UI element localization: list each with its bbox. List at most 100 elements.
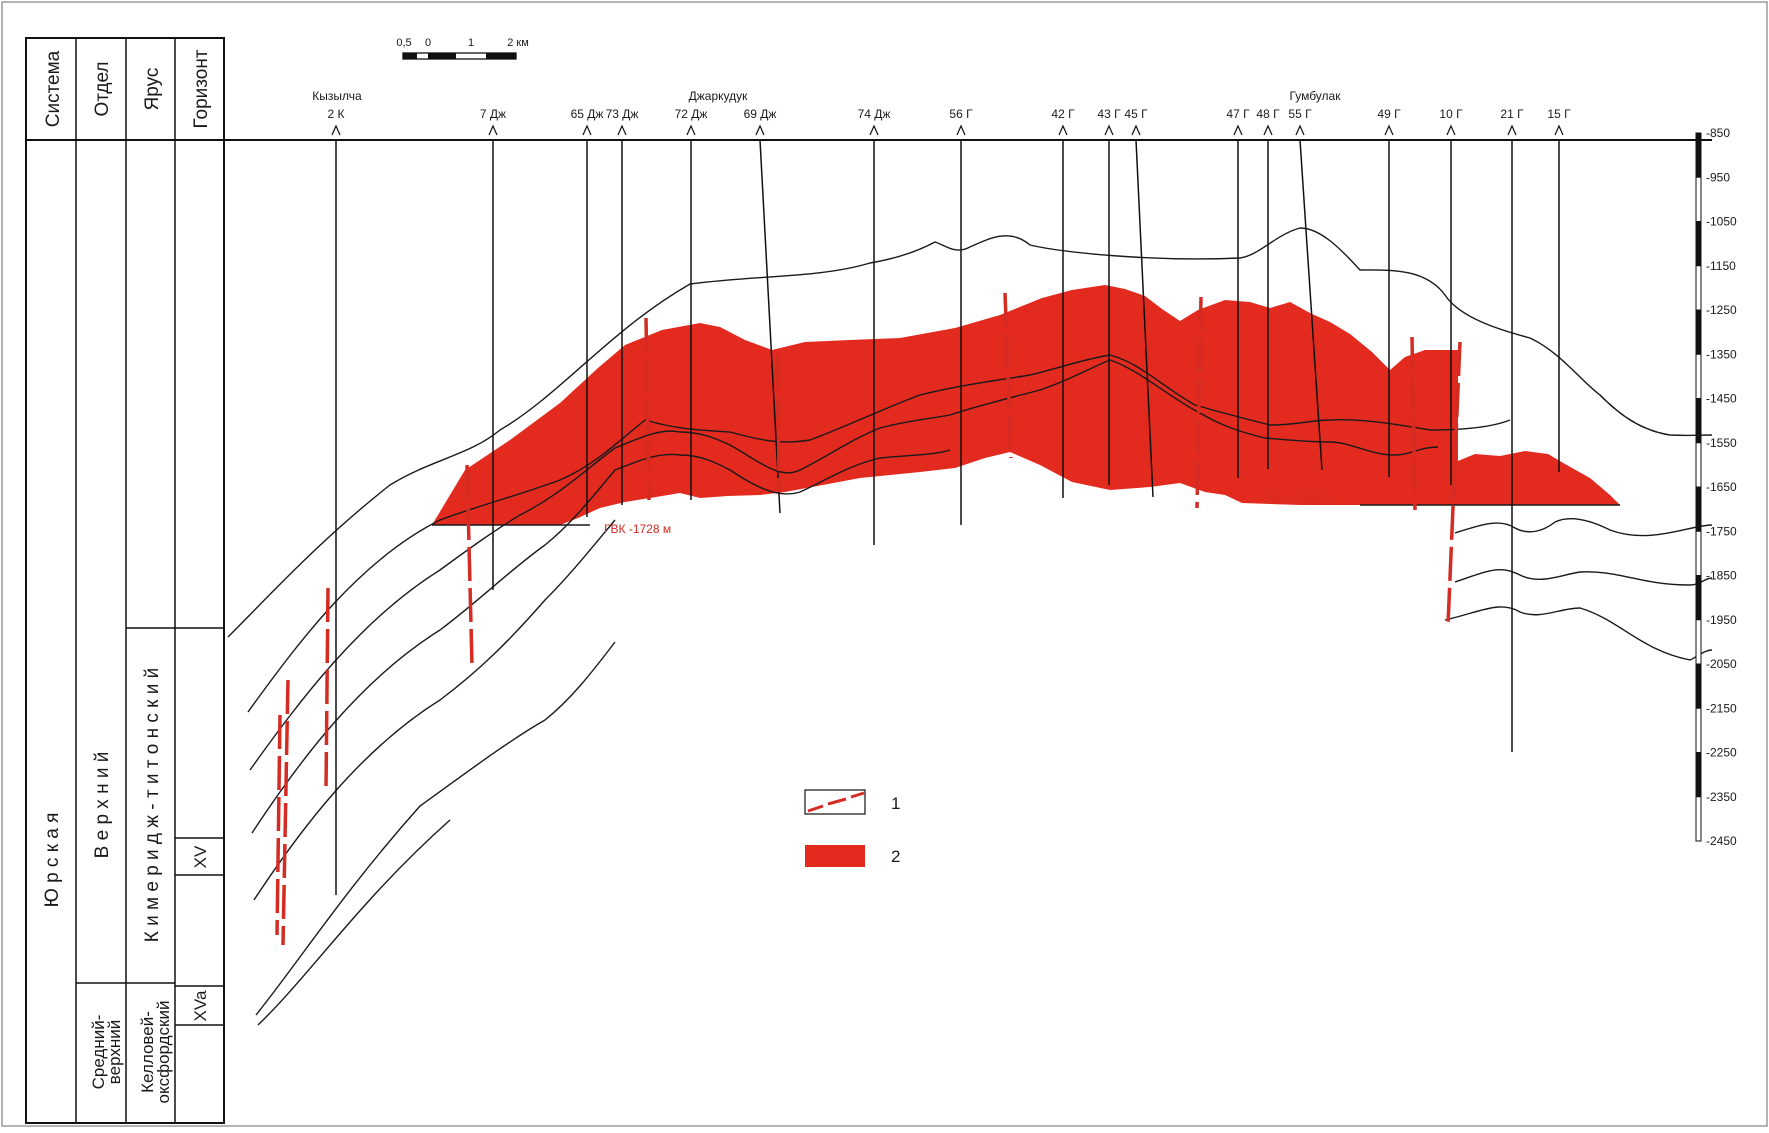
horizon-lines xyxy=(227,227,1713,1026)
scale-bar-segment xyxy=(486,53,516,59)
well-label: 7 Дж xyxy=(480,107,506,121)
header-system: Система xyxy=(43,50,64,127)
depth-scale-label: -2250 xyxy=(1706,746,1737,760)
well-label: 43 Г xyxy=(1097,107,1121,121)
gwc-label-west: ГВК -1728 м xyxy=(604,522,671,536)
system-jurassic: Ю р с к а я xyxy=(42,813,63,908)
well-head-marker xyxy=(582,124,592,136)
depth-scale-segment xyxy=(1695,176,1702,222)
well-head-marker xyxy=(956,124,966,136)
well-head-marker xyxy=(1295,124,1305,136)
well-label: 45 Г xyxy=(1124,107,1148,121)
gwc-label-east: ГВК -1677 м xyxy=(1267,492,1334,506)
scale-label: 1 xyxy=(468,37,474,49)
wells: 2 К 7 Дж 65 Дж 73 Дж 72 Дж 69 Дж 74 Дж 56 Г 42 Г… xyxy=(328,107,1571,895)
stage-callovian-oxfordian-l1: Келловей- xyxy=(138,1011,157,1093)
gwc-lines xyxy=(432,504,1620,526)
well-trajectory xyxy=(1135,139,1154,498)
gas-zone-east xyxy=(1458,451,1620,505)
fault-line xyxy=(281,679,290,946)
horizon-line xyxy=(257,819,451,1026)
series-upper: В е р х н и й xyxy=(92,752,113,859)
well-label: 74 Дж xyxy=(858,107,891,121)
field-name-dzharkuduk: Джаркудук xyxy=(689,89,748,103)
well-label: 21 Г xyxy=(1500,107,1524,121)
well-head-marker xyxy=(1446,124,1456,136)
well-head-marker xyxy=(1104,124,1114,136)
fault-dashed-icon xyxy=(807,791,865,813)
scale-bar: 0,5 0 1 2 км xyxy=(396,37,529,60)
fault-line xyxy=(1003,292,1013,459)
depth-scale-label: -2150 xyxy=(1706,701,1737,715)
depth-scale-segment xyxy=(1695,442,1702,488)
horizon-line xyxy=(227,227,1713,638)
fault-line xyxy=(1195,296,1203,509)
strat-column-table: Система Отдел Ярус Горизонт Ю р с к а я … xyxy=(25,37,225,1124)
fault-line xyxy=(776,354,781,493)
depth-scale-segment xyxy=(1695,309,1702,355)
stage-kimmeridge-tithonian: К и м е р и д ж - т и т о н с к и й xyxy=(142,668,163,942)
well-head-marker xyxy=(1554,124,1564,136)
gas-zone-west xyxy=(432,285,1458,525)
field-name-kyzylcha: Кызылча xyxy=(312,89,362,103)
well-head-marker xyxy=(1131,124,1141,136)
fault-line xyxy=(644,317,651,501)
depth-scale-label: -1050 xyxy=(1706,215,1737,229)
well-head-marker xyxy=(1507,124,1517,136)
faults xyxy=(275,292,1462,946)
depth-scale: -850 -950 -1050 -1150 -1250 -1350 -1450 -1550 -1… xyxy=(1695,126,1737,848)
well-head-marker xyxy=(869,124,879,136)
fault-line xyxy=(275,714,282,936)
well-label: 10 Г xyxy=(1439,107,1463,121)
well-label: 2 К xyxy=(328,107,345,121)
well-label: 69 Дж xyxy=(744,107,777,121)
depth-scale-segment xyxy=(1695,353,1702,399)
scale-label: 0,5 xyxy=(396,37,411,49)
depth-scale-segment xyxy=(1695,796,1702,842)
fault-line xyxy=(324,587,330,791)
depth-scale-label: -1950 xyxy=(1706,613,1737,627)
horizon-line-dashed xyxy=(1599,394,1671,436)
depth-scale-label: -2050 xyxy=(1706,657,1737,671)
depth-scale-segment xyxy=(1695,663,1702,709)
depth-scale-label: -1450 xyxy=(1706,392,1737,406)
well-trajectory xyxy=(1299,139,1323,471)
depth-scale-label: -1750 xyxy=(1706,524,1737,538)
well-head-marker xyxy=(1384,124,1394,136)
well-label: 65 Дж xyxy=(571,107,604,121)
depth-scale-segment xyxy=(1695,530,1702,576)
well-label: 73 Дж xyxy=(606,107,639,121)
gas-zones xyxy=(432,285,1620,525)
depth-scale-segment xyxy=(1695,265,1702,311)
horizon-line xyxy=(253,519,616,901)
legend-label-2: 2 xyxy=(891,847,900,866)
horizon-line xyxy=(1444,606,1713,661)
depth-scale-segment xyxy=(1695,752,1702,798)
depth-scale-label: -1550 xyxy=(1706,436,1737,450)
horizon-xva: XVa xyxy=(191,990,210,1021)
depth-scale-segment xyxy=(1695,132,1702,178)
well-head-marker xyxy=(1263,124,1273,136)
well-label: 55 Г xyxy=(1288,107,1312,121)
fault-line xyxy=(1410,336,1417,511)
legend: 1 2 xyxy=(804,789,900,867)
well-head-marker xyxy=(331,124,341,136)
well-label: 47 Г xyxy=(1226,107,1250,121)
legend-label-1: 1 xyxy=(891,794,900,813)
well-head-marker xyxy=(1233,124,1243,136)
well-head-marker xyxy=(686,124,696,136)
well-label: 49 Г xyxy=(1377,107,1401,121)
depth-scale-segment xyxy=(1695,221,1702,267)
depth-scale-label: -1850 xyxy=(1706,569,1737,583)
horizon-line xyxy=(255,641,616,1016)
horizon-line xyxy=(1454,518,1713,537)
depth-scale-segment xyxy=(1695,398,1702,444)
scale-bar-segment xyxy=(428,53,456,59)
depth-scale-segment xyxy=(1695,619,1702,665)
well-label: 15 Г xyxy=(1547,107,1571,121)
depth-scale-label: -850 xyxy=(1706,126,1730,140)
depth-scale-label: -1650 xyxy=(1706,480,1737,494)
fault-line xyxy=(465,464,474,666)
